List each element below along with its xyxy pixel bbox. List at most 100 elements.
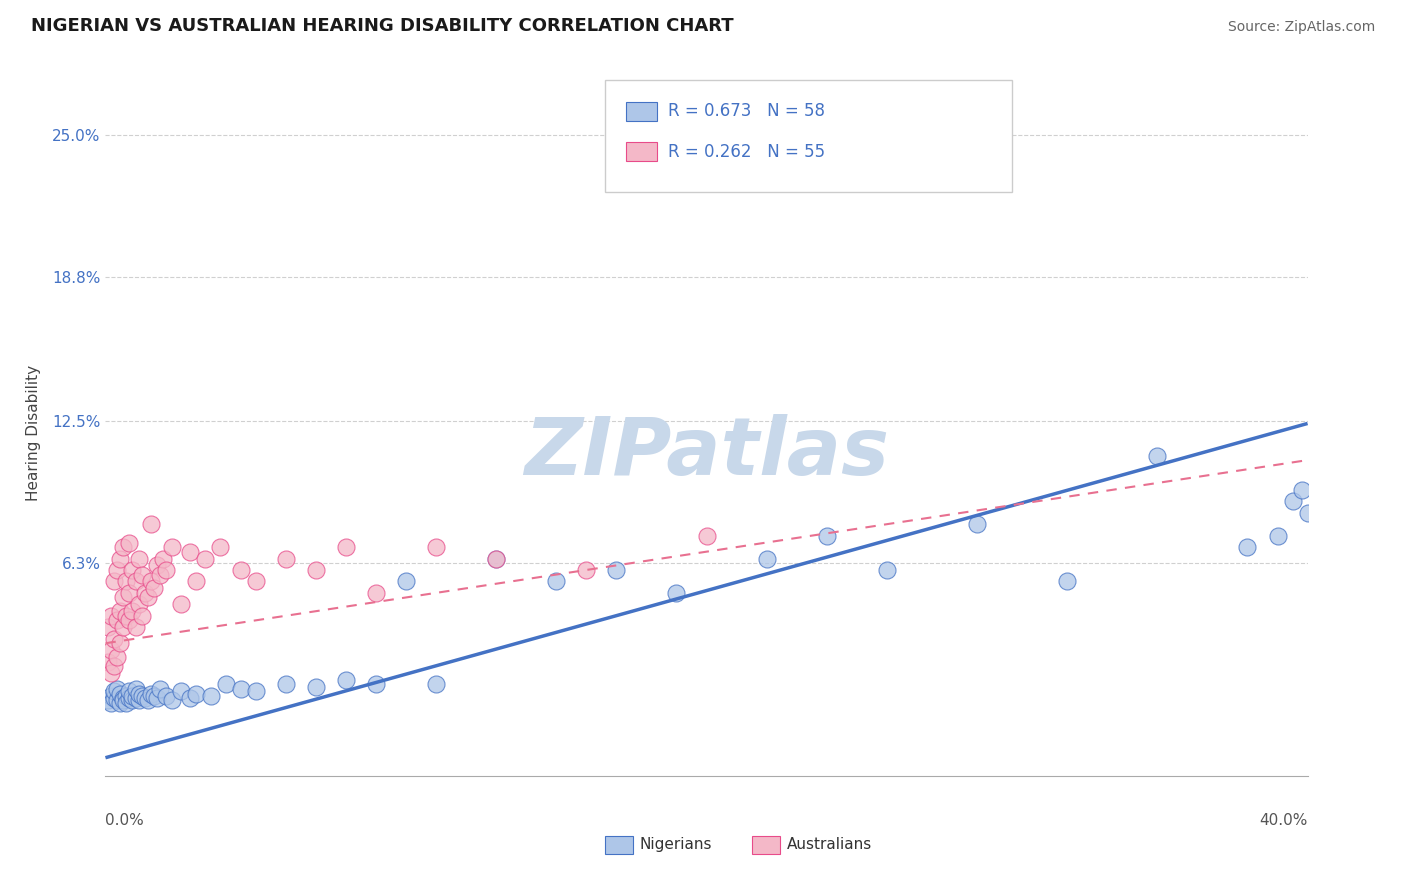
Point — [155, 563, 177, 577]
Point — [131, 567, 153, 582]
Point — [97, 655, 120, 669]
Point — [112, 591, 135, 605]
Point — [134, 586, 156, 600]
Point — [128, 687, 150, 701]
Point — [184, 574, 207, 589]
Point — [364, 586, 387, 600]
Point — [229, 563, 252, 577]
Point — [1296, 506, 1319, 520]
Point — [121, 604, 143, 618]
Text: Nigerians: Nigerians — [640, 838, 713, 852]
Text: 40.0%: 40.0% — [1260, 814, 1308, 828]
Point — [100, 643, 122, 657]
Point — [152, 551, 174, 566]
Point — [128, 693, 150, 707]
Point — [169, 684, 191, 698]
Point — [245, 684, 267, 698]
Point — [485, 551, 508, 566]
Point — [1267, 528, 1289, 542]
Point — [274, 677, 297, 691]
Point — [184, 687, 207, 701]
Point — [605, 563, 627, 577]
Point — [305, 563, 328, 577]
Point — [124, 620, 146, 634]
Point — [139, 517, 162, 532]
Point — [142, 689, 165, 703]
Point — [118, 535, 141, 549]
Point — [335, 540, 357, 554]
Point — [100, 665, 122, 680]
Point — [194, 551, 217, 566]
Point — [103, 659, 125, 673]
Point — [115, 574, 138, 589]
Point — [103, 632, 125, 646]
Point — [145, 691, 167, 706]
Point — [145, 558, 167, 573]
Point — [139, 574, 162, 589]
Point — [139, 687, 162, 701]
Point — [110, 696, 132, 710]
Point — [395, 574, 418, 589]
Point — [335, 673, 357, 687]
Point — [755, 551, 778, 566]
Point — [107, 681, 129, 696]
Text: 0.0%: 0.0% — [105, 814, 145, 828]
Point — [121, 693, 143, 707]
Point — [1236, 540, 1258, 554]
Point — [148, 567, 170, 582]
Point — [112, 693, 135, 707]
Point — [115, 689, 138, 703]
Point — [121, 563, 143, 577]
Point — [128, 598, 150, 612]
Point — [1281, 494, 1303, 508]
Point — [107, 613, 129, 627]
Text: R = 0.262   N = 55: R = 0.262 N = 55 — [668, 143, 825, 161]
Point — [665, 586, 688, 600]
Point — [110, 687, 132, 701]
Point — [200, 689, 222, 703]
Point — [305, 680, 328, 694]
Point — [121, 689, 143, 703]
Text: ZIPatlas: ZIPatlas — [524, 414, 889, 492]
Point — [136, 693, 159, 707]
Point — [966, 517, 988, 532]
Point — [136, 591, 159, 605]
Point — [364, 677, 387, 691]
Point — [229, 681, 252, 696]
Point — [485, 551, 508, 566]
Point — [128, 551, 150, 566]
Point — [134, 691, 156, 706]
Point — [815, 528, 838, 542]
Point — [110, 636, 132, 650]
Point — [208, 540, 231, 554]
Point — [112, 691, 135, 706]
Point — [107, 693, 129, 707]
Point — [100, 689, 122, 703]
Point — [1291, 483, 1313, 497]
Point — [107, 650, 129, 665]
Point — [142, 582, 165, 596]
Point — [245, 574, 267, 589]
Point — [169, 598, 191, 612]
Point — [110, 551, 132, 566]
Y-axis label: Hearing Disability: Hearing Disability — [27, 365, 41, 500]
Point — [115, 608, 138, 623]
Point — [179, 544, 201, 558]
Point — [124, 681, 146, 696]
Text: Source: ZipAtlas.com: Source: ZipAtlas.com — [1227, 21, 1375, 34]
Text: NIGERIAN VS AUSTRALIAN HEARING DISABILITY CORRELATION CHART: NIGERIAN VS AUSTRALIAN HEARING DISABILIT… — [31, 17, 734, 35]
Point — [118, 613, 141, 627]
Point — [160, 540, 183, 554]
Point — [1146, 449, 1168, 463]
Point — [425, 540, 447, 554]
Point — [575, 563, 598, 577]
Point — [131, 608, 153, 623]
Point — [696, 528, 718, 542]
Point — [148, 681, 170, 696]
Point — [110, 604, 132, 618]
Point — [876, 563, 898, 577]
Point — [425, 677, 447, 691]
Point — [112, 620, 135, 634]
Point — [274, 551, 297, 566]
Point — [1056, 574, 1078, 589]
